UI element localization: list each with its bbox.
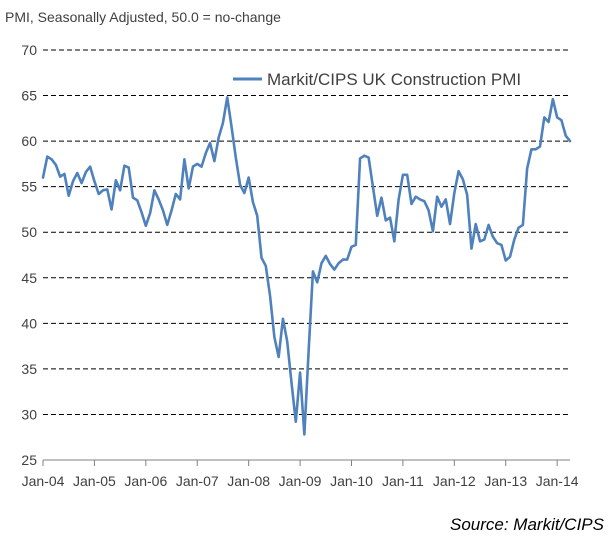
legend-label: Markit/CIPS UK Construction PMI — [267, 70, 521, 89]
x-tick-label-Jan-05: Jan-05 — [73, 473, 116, 489]
y-tick-label-25: 25 — [21, 452, 37, 468]
y-tick-label-55: 55 — [21, 179, 37, 195]
y-tick-label-35: 35 — [21, 361, 37, 377]
x-tick-label-Jan-13: Jan-13 — [484, 473, 527, 489]
y-tick-label-65: 65 — [21, 88, 37, 104]
y-tick-label-70: 70 — [21, 42, 37, 58]
x-tick-label-Jan-14: Jan-14 — [536, 473, 579, 489]
series-layer — [41, 96, 572, 436]
y-tick-label-30: 30 — [21, 406, 37, 422]
source-note: Source: Markit/CIPS — [450, 515, 605, 534]
x-tick-label-Jan-10: Jan-10 — [330, 473, 373, 489]
x-tick-label-Jan-06: Jan-06 — [124, 473, 167, 489]
y-tick-label-40: 40 — [21, 315, 37, 331]
x-tick-label-Jan-12: Jan-12 — [433, 473, 476, 489]
axes — [42, 459, 570, 466]
x-tick-label-Jan-04: Jan-04 — [22, 473, 65, 489]
y-tick-label-50: 50 — [21, 224, 37, 240]
chart-subtitle: PMI, Seasonally Adjusted, 50.0 = no-chan… — [5, 9, 281, 25]
x-tick-label-Jan-08: Jan-08 — [227, 473, 270, 489]
x-tick-label-Jan-07: Jan-07 — [176, 473, 219, 489]
x-tick-label-Jan-11: Jan-11 — [382, 473, 424, 489]
y-tick-label-60: 60 — [21, 133, 37, 149]
series-line-construction-pmi — [41, 96, 572, 436]
x-axis-tick-labels: Jan-04 Jan-05 Jan-06 Jan-07 Jan-08 Jan-09 Jan-… — [22, 473, 579, 489]
y-tick-label-45: 45 — [21, 270, 37, 286]
y-axis-tick-labels: 25 30 35 40 45 50 55 60 65 70 — [21, 42, 37, 468]
legend: Markit/CIPS UK Construction PMI — [233, 70, 521, 89]
x-tick-label-Jan-09: Jan-09 — [279, 473, 322, 489]
